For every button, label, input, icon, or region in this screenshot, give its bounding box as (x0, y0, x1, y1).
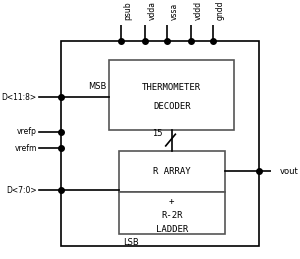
Text: MSB: MSB (88, 82, 107, 91)
Bar (119, 192, 225, 234)
Text: 15: 15 (152, 129, 162, 138)
Text: vrefp: vrefp (17, 127, 37, 136)
Text: vdda: vdda (148, 1, 157, 20)
Text: vrefm: vrefm (14, 144, 37, 153)
Bar (109, 60, 234, 130)
Text: THERMOMETER: THERMOMETER (142, 83, 201, 92)
Text: LSB: LSB (124, 238, 139, 247)
Bar (61, 41, 259, 246)
Text: psub: psub (124, 2, 133, 20)
Text: D<11:8>: D<11:8> (2, 92, 37, 102)
Text: R-2R: R-2R (161, 211, 182, 220)
Text: R ARRAY: R ARRAY (153, 167, 190, 176)
Text: +: + (169, 197, 174, 206)
Text: DECODER: DECODER (153, 102, 190, 111)
Text: vssa: vssa (169, 3, 178, 20)
Text: vout: vout (280, 167, 299, 176)
Text: vddd: vddd (194, 1, 202, 20)
Text: D<7:0>: D<7:0> (6, 186, 37, 195)
Bar (119, 150, 225, 192)
Text: gndd: gndd (215, 1, 224, 20)
Text: LADDER: LADDER (156, 225, 188, 234)
